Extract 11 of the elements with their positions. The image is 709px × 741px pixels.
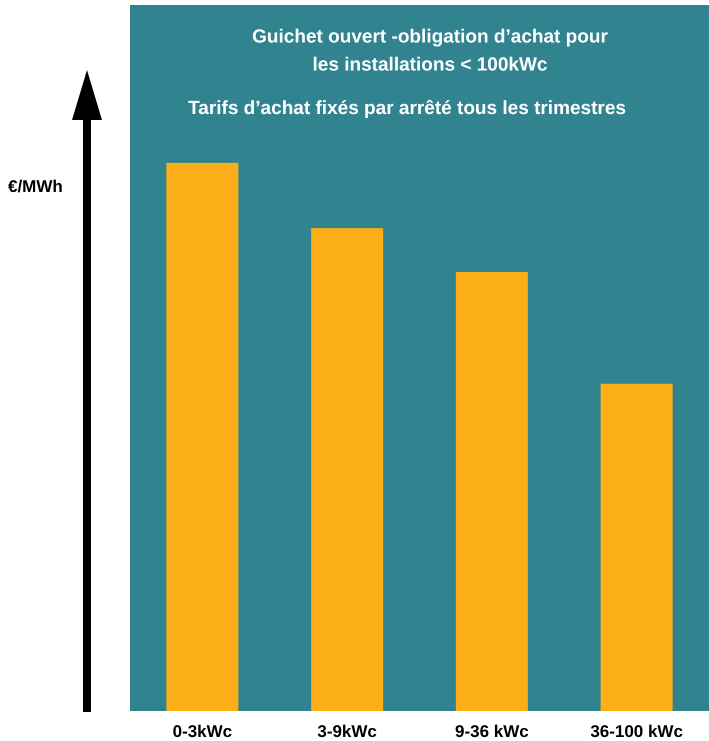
x-tick-label: 9-36 kWc (455, 722, 529, 741)
y-axis-title: €/MWh (8, 177, 63, 196)
x-tick-label: 3-9kWc (317, 722, 377, 741)
x-tick-label: 0-3kWc (172, 722, 232, 741)
chart-title: Guichet ouvert -obligation d’achat pour les installations < 100kWc (252, 26, 608, 76)
x-tick-label: 36-100 kWc (590, 722, 683, 741)
bar (456, 272, 528, 711)
chart-subtitle: Tarifs d’achat fixés par arrêté tous les trimestres (188, 98, 626, 119)
bar (166, 162, 238, 711)
bar (311, 228, 384, 711)
bar (600, 384, 673, 711)
